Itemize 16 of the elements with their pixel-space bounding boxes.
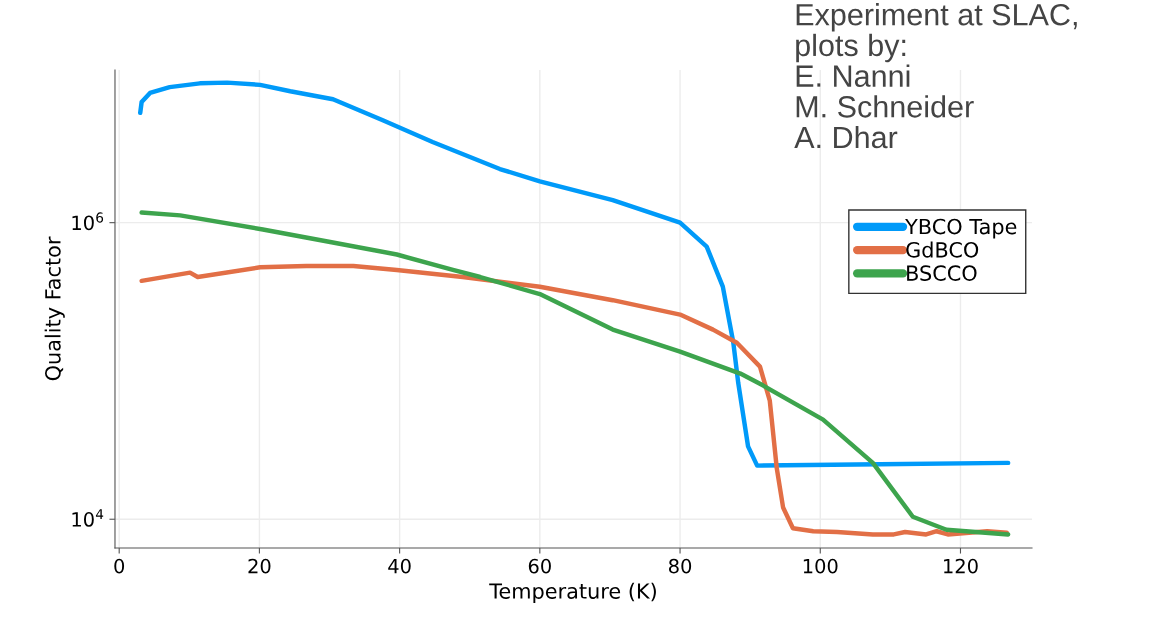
legend-label: GdBCO xyxy=(906,241,979,258)
x-axis-title: Temperature (K) xyxy=(489,582,656,603)
x-tick-label: 120 xyxy=(944,558,978,574)
x-tick-label: 60 xyxy=(528,558,551,574)
annotation: Experiment at SLAC, plots by: E. Nanni M. Schneider A. Dhar xyxy=(794,3,1077,149)
x-tick-label: 40 xyxy=(388,558,411,574)
y-tick-label: 10$^{6}$ xyxy=(72,212,104,231)
x-tick-label: 80 xyxy=(669,558,692,574)
x-tick-label: 0 xyxy=(114,558,125,574)
legend-label: BSCCO xyxy=(907,265,977,281)
legend-label: YBCO Tape xyxy=(905,218,1017,239)
y-axis-title: Quality Factor xyxy=(44,236,65,381)
y-tick-label: 10$^{4}$ xyxy=(72,509,104,527)
line-series xyxy=(139,263,1009,537)
x-tick-label: 100 xyxy=(803,558,838,574)
x-tick-label: 20 xyxy=(248,558,271,574)
